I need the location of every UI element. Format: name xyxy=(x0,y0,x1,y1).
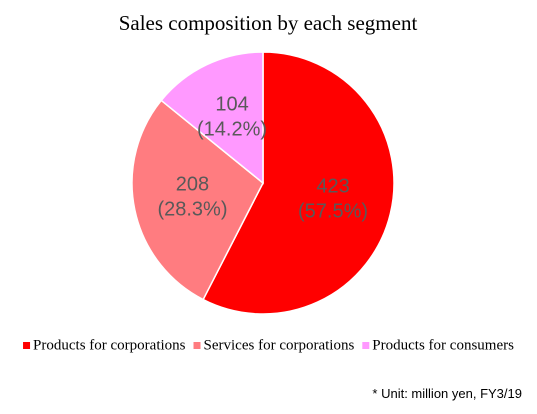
legend-label: Services for corporations xyxy=(204,337,355,353)
pie-slice xyxy=(131,99,264,301)
footnote: * Unit: million yen, FY3/19 xyxy=(372,386,522,401)
data-label: 104 (14.2%) xyxy=(197,94,267,141)
data-label: 423 (57.5%) xyxy=(298,176,368,223)
pie-slice xyxy=(202,51,395,315)
legend-swatch xyxy=(193,342,201,349)
legend-label: Products for corporations xyxy=(33,337,186,353)
legend: Products for corporations Services for co… xyxy=(23,337,514,353)
data-label: 208 (28.3%) xyxy=(157,174,227,221)
legend-swatch xyxy=(362,342,370,349)
legend-swatch xyxy=(23,342,31,349)
legend-label: Products for consumers xyxy=(372,337,514,353)
pie-slice xyxy=(160,51,264,185)
chart-title: Sales composition by each segment xyxy=(119,11,418,35)
